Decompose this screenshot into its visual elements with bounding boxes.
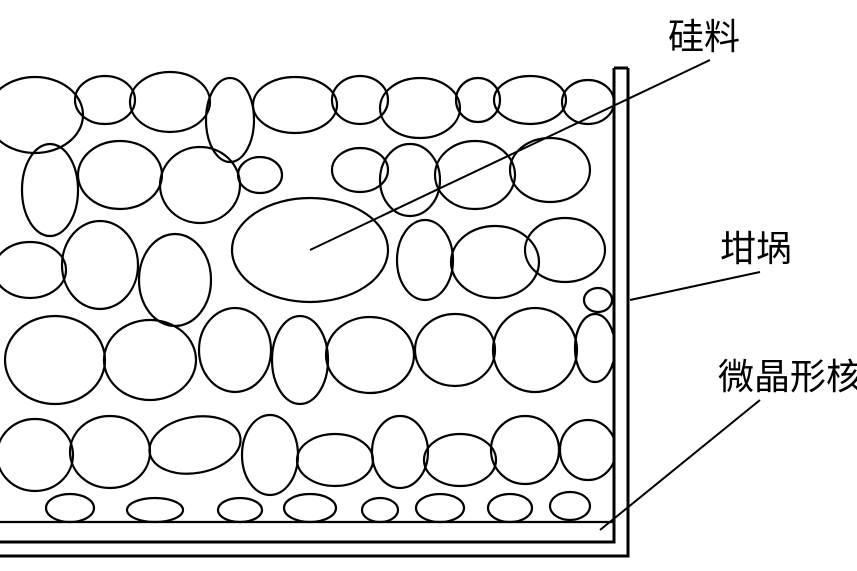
diagram-canvas: 硅料坩埚微晶形核 <box>0 0 857 571</box>
silicon-pebbles <box>0 72 616 522</box>
label-crucible: 坩埚 <box>720 220 792 272</box>
diagram-svg <box>0 0 857 571</box>
label-silicon: 硅料 <box>668 8 740 60</box>
label-nucleation: 微晶形核 <box>718 348 857 400</box>
lead-lines <box>310 60 760 530</box>
